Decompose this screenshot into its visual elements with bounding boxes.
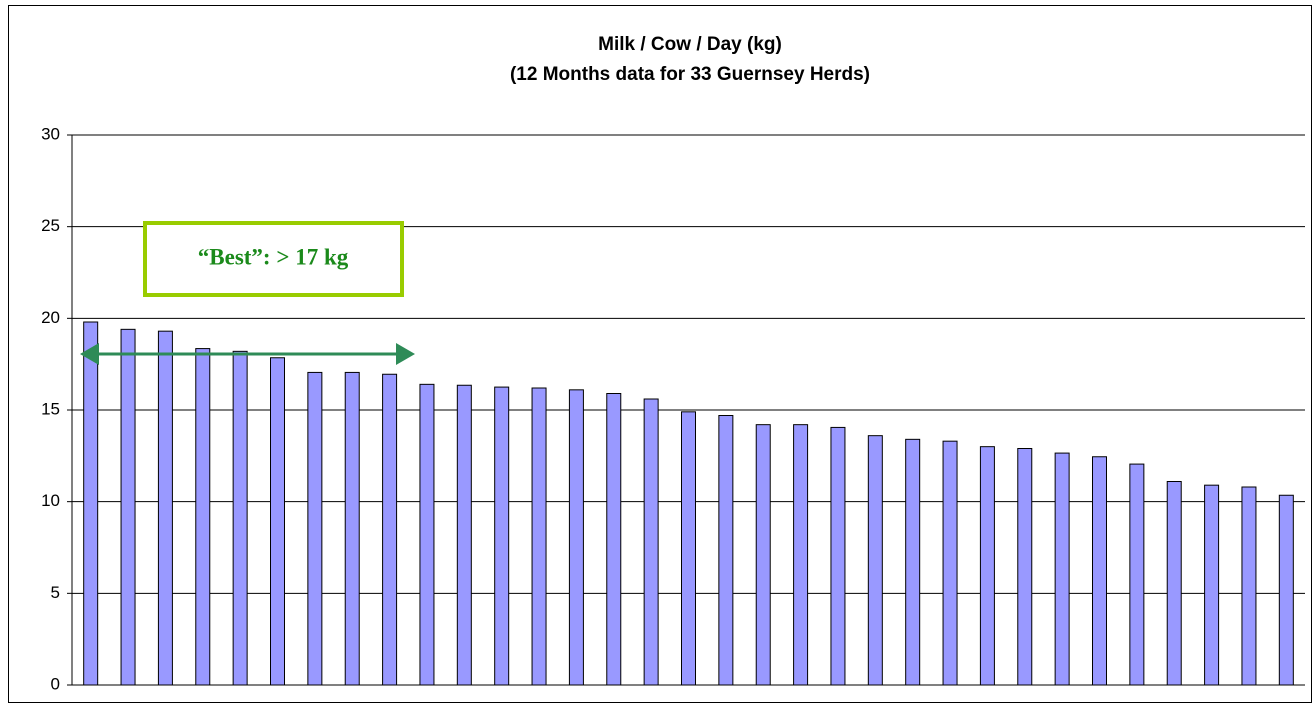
bar — [643, 398, 659, 686]
bar — [1204, 484, 1220, 686]
annotation: “Best”: > 17 kg — [198, 244, 349, 269]
y-tick-label: 15 — [41, 399, 60, 418]
bar — [793, 424, 809, 686]
chart-subtitle: (12 Months data for 33 Guernsey Herds) — [510, 64, 870, 85]
plot-area: 0 5 10 15 20 25 30 — [41, 124, 1305, 693]
bar — [307, 371, 323, 686]
bar — [120, 328, 136, 686]
bar — [83, 321, 99, 686]
bar — [232, 350, 248, 686]
bar — [456, 384, 472, 686]
bar — [1166, 481, 1182, 686]
bar — [531, 387, 547, 686]
y-tick-label: 30 — [41, 124, 60, 143]
arrow-head — [396, 343, 415, 365]
y-tick-label: 10 — [41, 491, 60, 510]
bar — [606, 393, 622, 686]
bar — [1017, 448, 1033, 686]
bar — [867, 435, 883, 686]
y-tick-label: 25 — [41, 216, 60, 235]
chart-title: Milk / Cow / Day (kg) — [598, 34, 782, 55]
bar — [755, 424, 771, 686]
bar — [942, 440, 958, 686]
y-tick-label: 0 — [51, 674, 60, 693]
bar — [1054, 452, 1070, 686]
range-arrow — [80, 343, 415, 365]
bar — [270, 357, 285, 686]
bar — [905, 438, 921, 686]
bar — [830, 426, 846, 686]
annotation-box — [143, 221, 404, 297]
bar — [344, 371, 360, 686]
bar — [568, 389, 584, 686]
y-tick-label: 20 — [41, 308, 60, 327]
bar — [157, 330, 173, 686]
bar — [979, 446, 995, 686]
bar — [1278, 494, 1294, 686]
bar — [1092, 456, 1107, 686]
bar — [494, 386, 510, 686]
y-tick-label: 5 — [51, 583, 60, 602]
bar — [1241, 486, 1257, 686]
bar — [382, 373, 398, 686]
bar — [681, 411, 696, 686]
bar — [195, 348, 211, 686]
arrow-head — [80, 343, 99, 365]
bar — [718, 415, 734, 686]
bar — [1129, 463, 1145, 686]
bar — [419, 383, 435, 686]
